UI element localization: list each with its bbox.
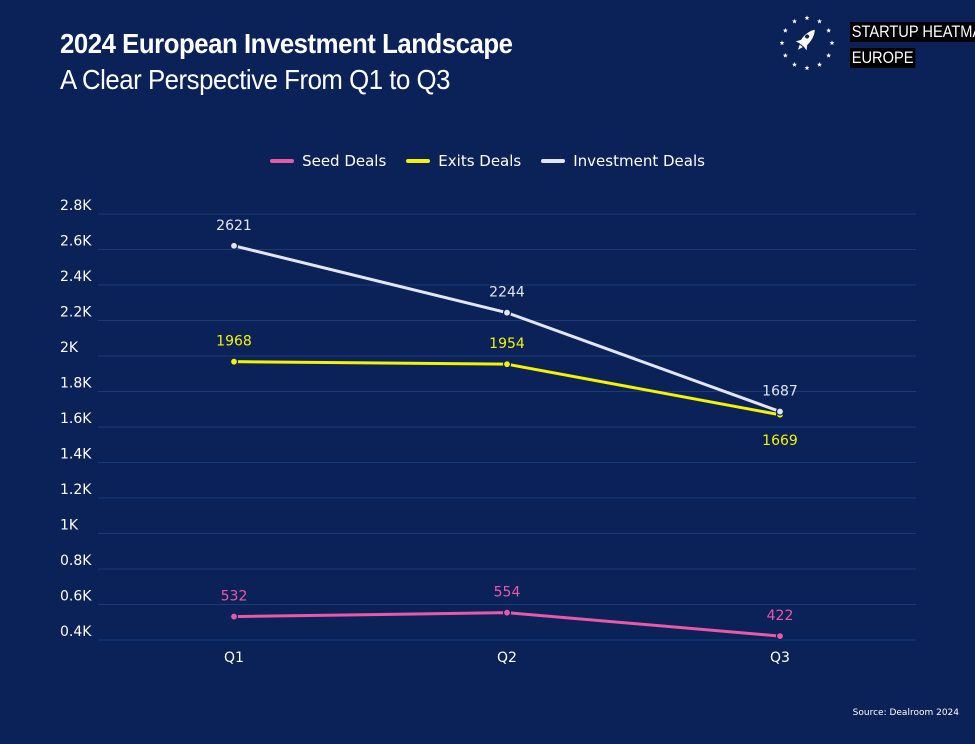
star-icon — [829, 40, 835, 46]
y-tick-label: 1.6K — [60, 411, 92, 427]
x-tick-label: Q3 — [770, 650, 790, 666]
data-label: 1687 — [762, 384, 798, 400]
star-icon — [804, 65, 810, 71]
brand-name-line2: EUROPE — [850, 48, 916, 68]
y-tick-label: 2K — [60, 340, 79, 356]
data-label: 2621 — [216, 218, 252, 234]
star-icon — [782, 52, 788, 58]
legend-swatch-seed — [270, 159, 295, 163]
legend-item-investment[interactable]: Investment Deals — [541, 152, 705, 170]
x-tick-label: Q2 — [497, 650, 517, 666]
series-line — [232, 244, 782, 414]
y-tick-label: 2.2K — [60, 305, 92, 321]
data-label: 1669 — [762, 433, 798, 449]
source-note: Source: Dealroom 2024 — [852, 708, 959, 718]
star-icon — [782, 27, 788, 33]
chart-legend: Seed Deals Exits Deals Investment Deals — [0, 152, 975, 170]
x-tick-label: Q1 — [224, 650, 244, 666]
rocket-stars-icon — [780, 15, 835, 71]
y-tick-label: 1.8K — [60, 376, 92, 392]
data-point — [502, 308, 512, 317]
data-point — [502, 608, 512, 617]
data-label: 1968 — [216, 334, 252, 350]
y-tick-label: 2.6K — [60, 234, 92, 250]
legend-swatch-investment — [541, 159, 566, 163]
star-icon — [792, 18, 797, 24]
chart-subtitle: A Clear Perspective From Q1 to Q3 — [60, 64, 450, 95]
legend-item-exits[interactable]: Exits Deals — [406, 152, 521, 170]
data-label: 532 — [221, 589, 248, 605]
star-icon — [826, 52, 832, 58]
legend-item-seed[interactable]: Seed Deals — [270, 152, 386, 170]
y-tick-label: 1K — [60, 518, 79, 534]
data-point — [229, 241, 239, 250]
data-point — [229, 357, 239, 366]
y-tick-label: 2.8K — [60, 198, 92, 214]
data-label: 422 — [767, 608, 794, 624]
chart-title: 2024 European Investment Landscape — [60, 28, 513, 59]
data-point — [229, 612, 239, 621]
data-label: 1954 — [489, 336, 525, 352]
legend-label-exits: Exits Deals — [438, 152, 522, 170]
y-tick-label: 2.4K — [60, 269, 92, 285]
y-tick-label: 1.2K — [60, 482, 92, 498]
data-label: 2244 — [489, 285, 525, 301]
data-point — [775, 407, 785, 416]
legend-label-investment: Investment Deals — [573, 152, 705, 170]
legend-label-seed: Seed Deals — [302, 152, 387, 170]
brand-logo: STARTUP HEATMAP EUROPE — [780, 14, 975, 74]
y-tick-label: 0.6K — [60, 589, 92, 605]
data-label: 554 — [494, 585, 521, 601]
legend-swatch-exits — [406, 159, 431, 163]
brand-name-line1: STARTUP HEATMAP — [850, 22, 975, 42]
star-icon — [804, 15, 810, 21]
star-icon — [817, 18, 822, 24]
y-tick-label: 0.4K — [60, 624, 92, 640]
y-tick-label: 0.8K — [60, 553, 92, 569]
star-icon — [792, 62, 797, 67]
series-line — [232, 360, 782, 417]
y-tick-label: 1.4K — [60, 447, 92, 463]
star-icon — [826, 27, 832, 33]
data-point — [502, 360, 512, 369]
star-icon — [780, 40, 785, 46]
data-point — [775, 631, 785, 641]
star-icon — [817, 62, 822, 67]
